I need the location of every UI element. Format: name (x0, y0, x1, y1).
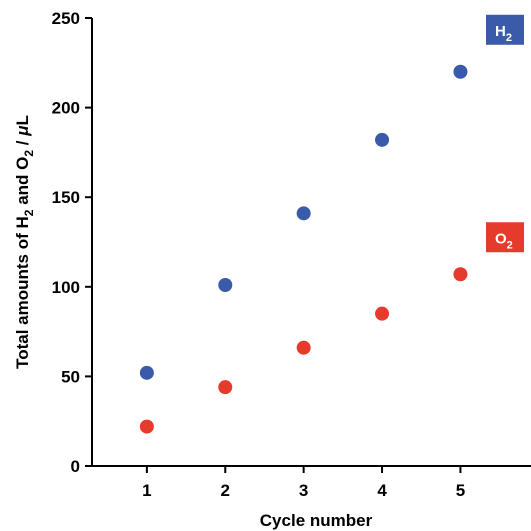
x-tick-label: 2 (221, 481, 230, 500)
y-axis-label: Total amounts of H2 and O2 / μL (13, 115, 36, 369)
x-axis-label: Cycle number (260, 511, 373, 530)
point-h2-5 (453, 64, 468, 79)
x-tick-label: 4 (377, 481, 387, 500)
y-tick-label: 50 (61, 367, 80, 386)
x-tick-label: 1 (142, 481, 151, 500)
series-label-text: O2 (495, 230, 513, 251)
point-h2-3 (296, 206, 311, 221)
y-tick-label: 250 (52, 9, 80, 28)
series-label-box (486, 222, 524, 253)
series-label-o2: O2 (486, 222, 524, 253)
point-o2-3 (296, 340, 311, 355)
point-h2-2 (218, 278, 233, 293)
x-tick-label: 5 (456, 481, 465, 500)
series-label-text: H2 (495, 23, 512, 44)
axes (91, 18, 531, 467)
series-label-h2: H2 (486, 14, 524, 45)
data-points (139, 64, 468, 434)
point-h2-1 (139, 365, 154, 380)
y-ticks: 0 50 100 150 200 250 (52, 9, 92, 476)
point-o2-1 (139, 419, 154, 434)
point-h2-4 (375, 132, 390, 147)
point-o2-5 (453, 267, 468, 282)
series-labels: H2 O2 (486, 14, 524, 253)
point-o2-2 (218, 380, 233, 395)
point-o2-4 (375, 306, 390, 321)
y-tick-label: 0 (71, 457, 80, 476)
x-ticks: 1 2 3 4 5 (142, 466, 465, 500)
series-label-box (486, 14, 524, 45)
y-tick-label: 100 (52, 278, 80, 297)
x-tick-label: 3 (299, 481, 308, 500)
y-tick-label: 200 (52, 99, 80, 118)
y-tick-label: 150 (52, 188, 80, 207)
